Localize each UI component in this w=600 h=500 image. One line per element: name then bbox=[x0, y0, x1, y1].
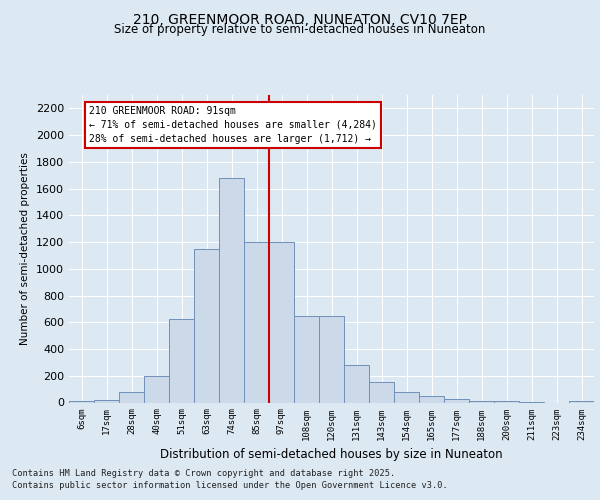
Bar bbox=[169, 319, 194, 402]
Bar bbox=[119, 392, 144, 402]
Bar bbox=[394, 392, 419, 402]
Bar bbox=[419, 396, 444, 402]
Bar bbox=[569, 401, 594, 402]
Bar bbox=[269, 242, 294, 402]
Bar bbox=[244, 242, 269, 402]
Bar bbox=[319, 316, 344, 402]
Bar bbox=[469, 401, 494, 402]
X-axis label: Distribution of semi-detached houses by size in Nuneaton: Distribution of semi-detached houses by … bbox=[160, 448, 503, 461]
Bar bbox=[294, 316, 319, 402]
Text: 210 GREENMOOR ROAD: 91sqm
← 71% of semi-detached houses are smaller (4,284)
28% : 210 GREENMOOR ROAD: 91sqm ← 71% of semi-… bbox=[89, 106, 377, 144]
Text: 210, GREENMOOR ROAD, NUNEATON, CV10 7EP: 210, GREENMOOR ROAD, NUNEATON, CV10 7EP bbox=[133, 12, 467, 26]
Bar bbox=[144, 376, 169, 402]
Bar bbox=[494, 401, 519, 402]
Bar bbox=[69, 401, 94, 402]
Bar bbox=[94, 400, 119, 402]
Bar bbox=[344, 365, 369, 403]
Bar bbox=[444, 399, 469, 402]
Y-axis label: Number of semi-detached properties: Number of semi-detached properties bbox=[20, 152, 31, 345]
Text: Contains public sector information licensed under the Open Government Licence v3: Contains public sector information licen… bbox=[12, 481, 448, 490]
Text: Contains HM Land Registry data © Crown copyright and database right 2025.: Contains HM Land Registry data © Crown c… bbox=[12, 468, 395, 477]
Bar bbox=[369, 382, 394, 402]
Bar bbox=[219, 178, 244, 402]
Bar bbox=[194, 248, 219, 402]
Text: Size of property relative to semi-detached houses in Nuneaton: Size of property relative to semi-detach… bbox=[115, 22, 485, 36]
